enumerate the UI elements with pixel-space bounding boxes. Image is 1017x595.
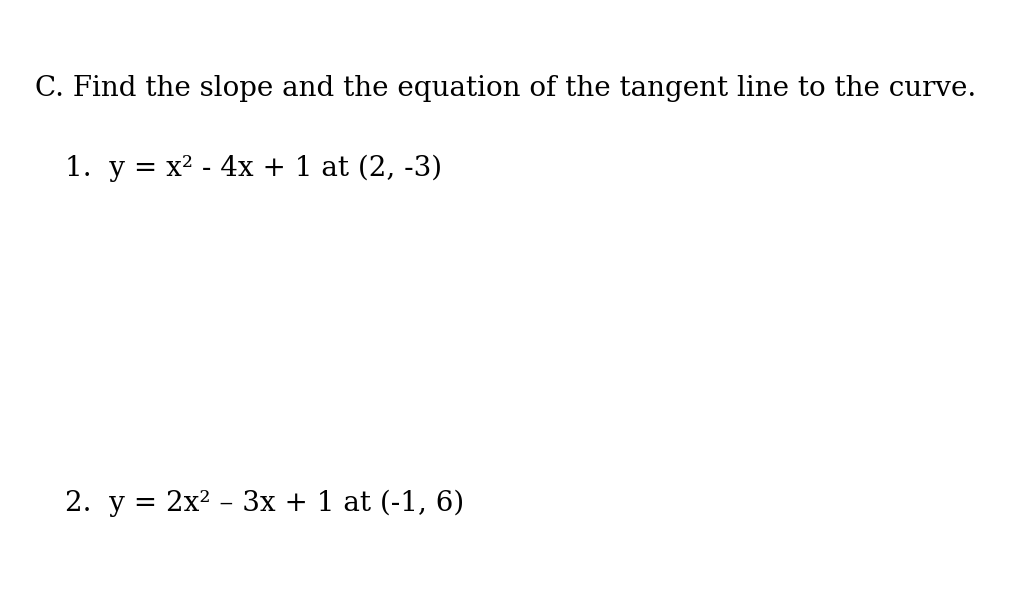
- Text: 2.  y = 2x² – 3x + 1 at (-1, 6): 2. y = 2x² – 3x + 1 at (-1, 6): [65, 490, 464, 518]
- Text: C. Find the slope and the equation of the tangent line to the curve.: C. Find the slope and the equation of th…: [35, 75, 976, 102]
- Text: 1.  y = x² - 4x + 1 at (2, -3): 1. y = x² - 4x + 1 at (2, -3): [65, 155, 442, 182]
